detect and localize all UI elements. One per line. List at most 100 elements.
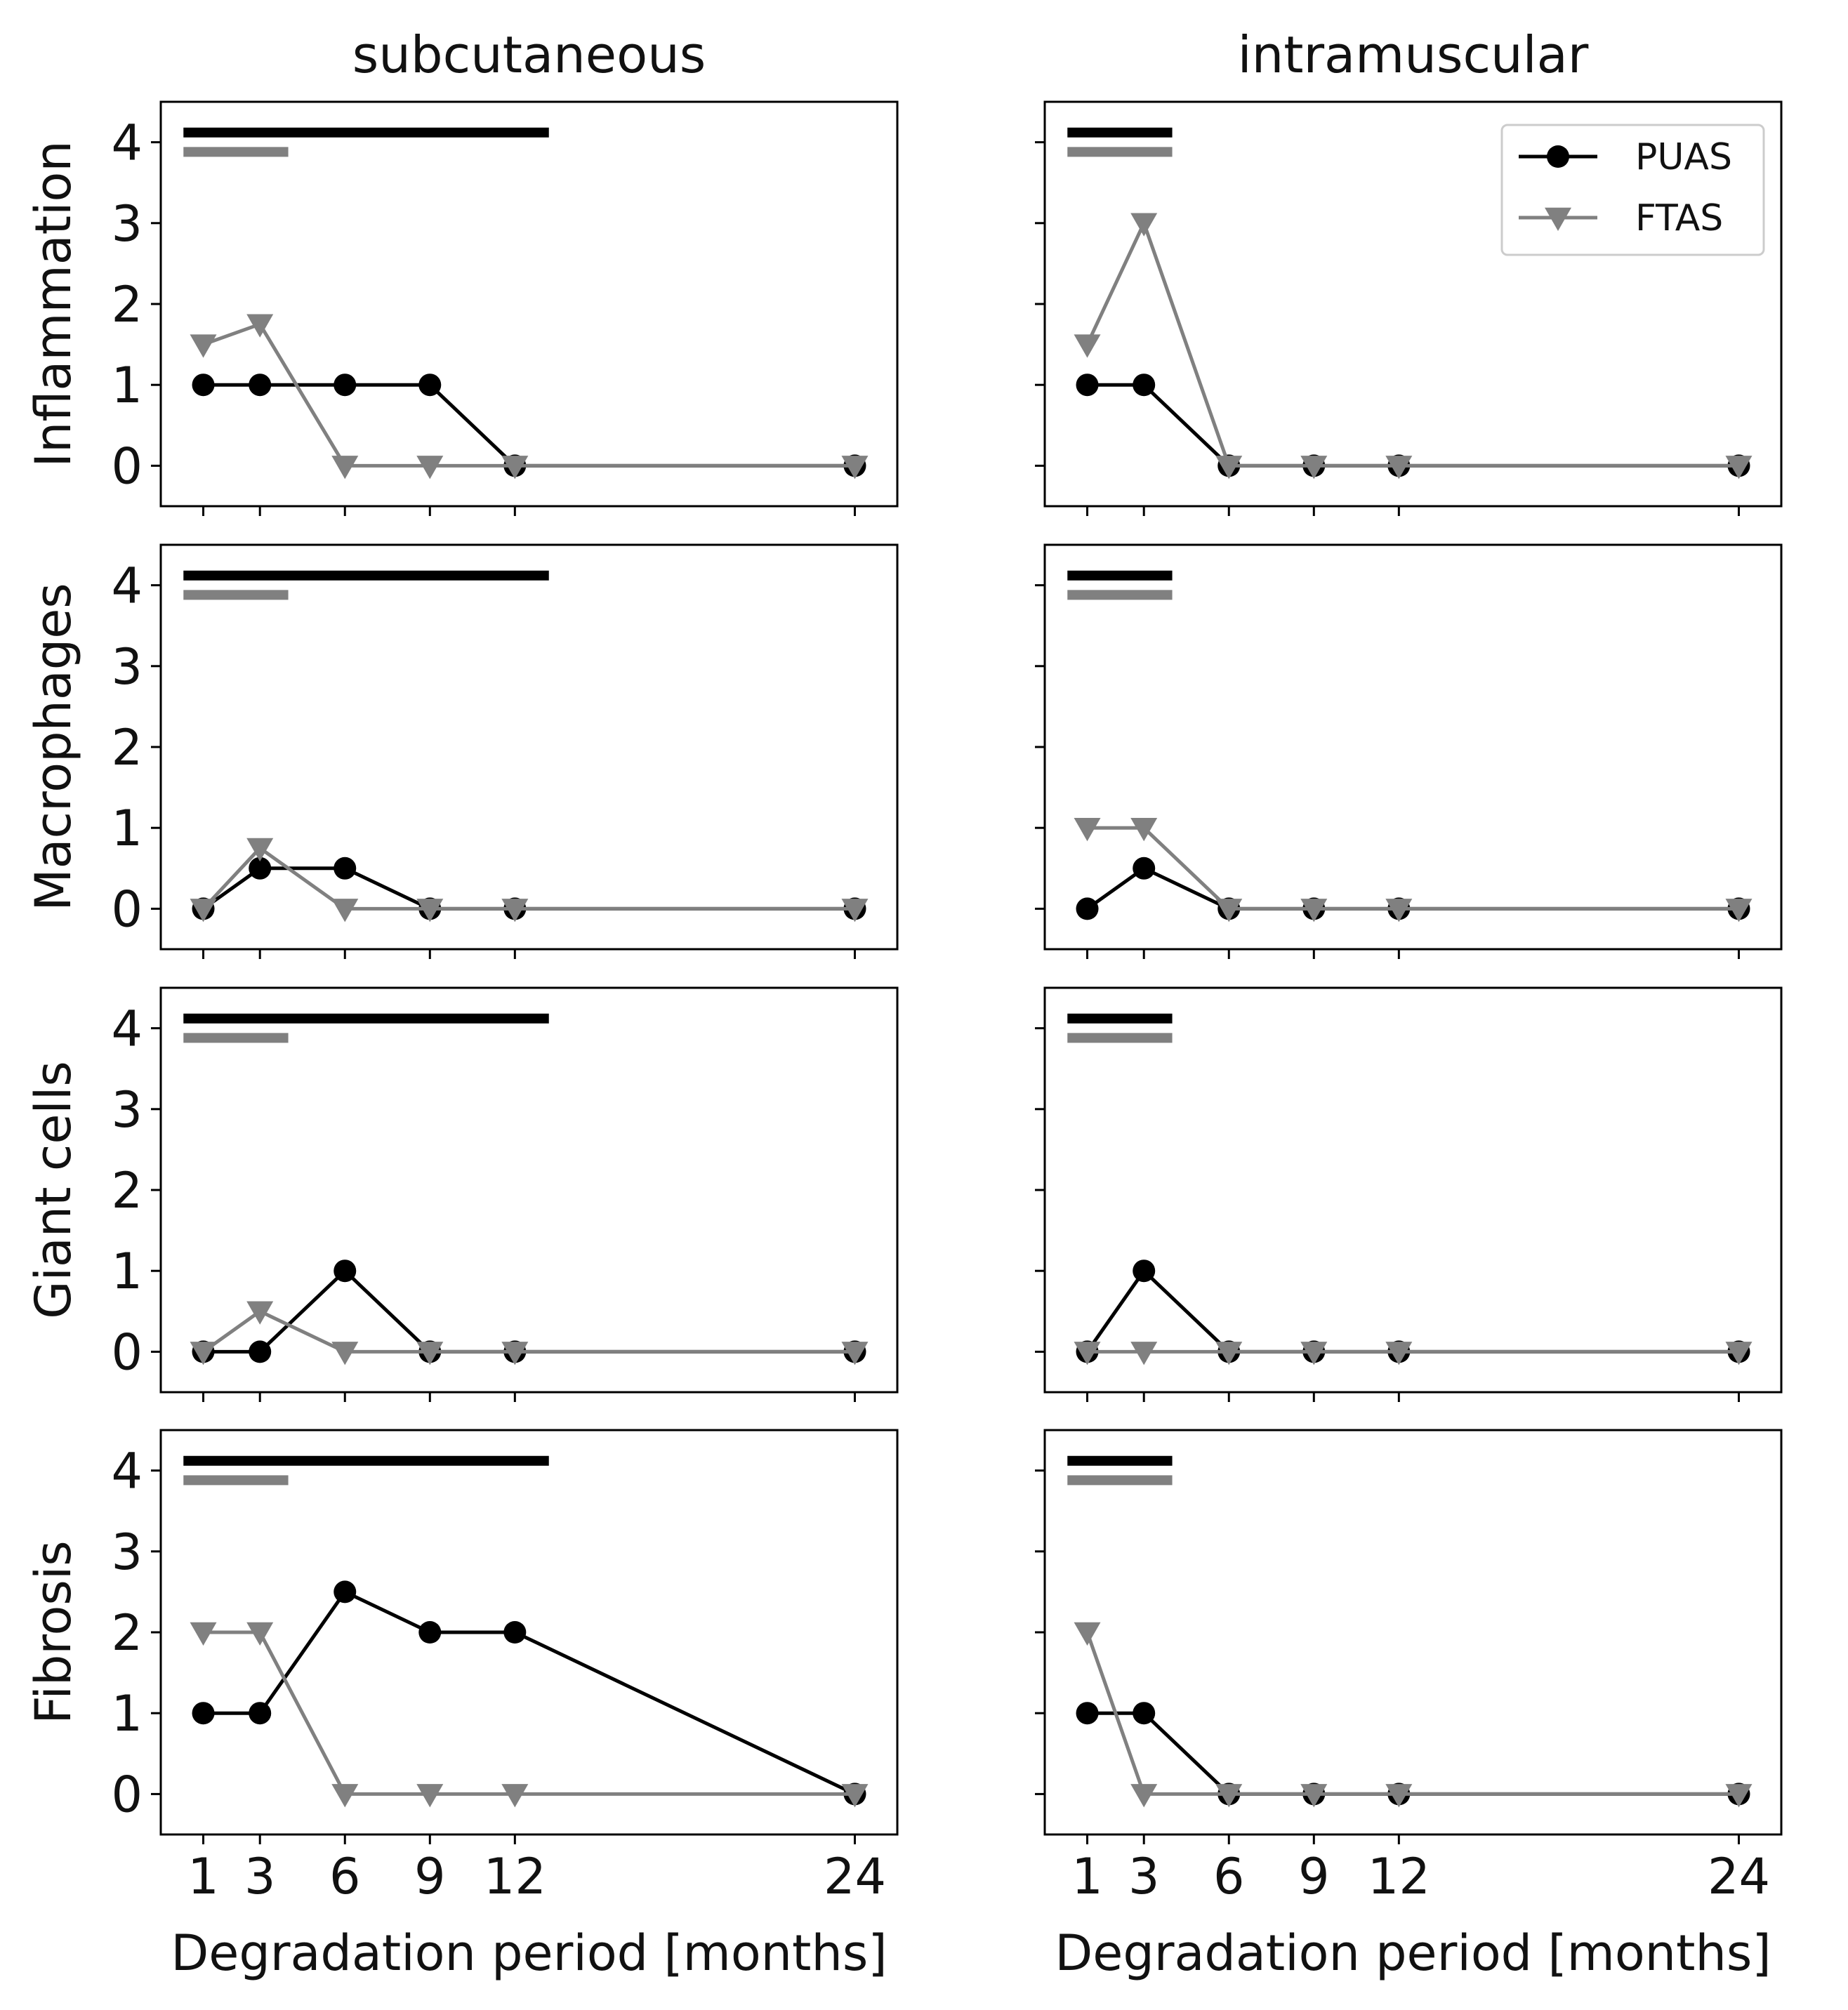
data-point-ftas <box>1385 899 1413 923</box>
x-tick-label: 1 <box>1071 1848 1103 1905</box>
legend-label-puas: PUAS <box>1635 136 1732 178</box>
data-point-puas <box>334 1259 357 1283</box>
panel-fibrosis-subcutaneous: 0 1 2 3 4 <box>111 1429 899 1844</box>
data-point-puas <box>334 373 357 397</box>
data-point-ftas <box>416 456 444 480</box>
data-point-ftas <box>1385 1784 1413 1808</box>
y-tick-label: 4 <box>111 1000 143 1058</box>
data-point-puas <box>192 373 215 397</box>
y-tick-label: 1 <box>111 800 143 857</box>
y-tick-label: 3 <box>111 195 143 253</box>
data-point-puas <box>1076 897 1099 920</box>
series-line-ftas <box>1085 221 1739 468</box>
data-point-ftas <box>331 1342 359 1366</box>
data-point-puas <box>1133 373 1156 397</box>
x-tick-label: 9 <box>414 1848 446 1905</box>
data-point-ftas <box>190 334 217 358</box>
y-tick-label: 1 <box>111 357 143 414</box>
data-point-ftas <box>416 899 444 923</box>
x-tick-label: 12 <box>1368 1848 1430 1905</box>
panel-giant-cells-intramuscular <box>1035 986 1783 1402</box>
data-point-ftas <box>1725 456 1753 480</box>
data-point-ftas <box>1074 817 1101 842</box>
y-tick-label: 2 <box>111 1604 143 1662</box>
data-point-ftas <box>1215 456 1243 480</box>
y-tick-label: 4 <box>111 1443 143 1500</box>
y-tick-label: 0 <box>111 1766 143 1823</box>
panel-macrophages-subcutaneous: 0 1 2 3 4 <box>111 543 899 959</box>
y-tick-label: 1 <box>111 1243 143 1300</box>
data-point-ftas <box>841 1342 869 1366</box>
data-point-ftas <box>1215 1784 1243 1808</box>
data-point-ftas <box>1725 1342 1753 1366</box>
x-axis-label: Degradation period [months] <box>171 1924 887 1982</box>
data-point-ftas <box>190 899 217 923</box>
data-point-ftas <box>1074 334 1101 358</box>
y-tick-label: 0 <box>111 1323 143 1381</box>
row-label-inflammation: Inflammation <box>25 140 82 467</box>
data-point-ftas <box>1300 1784 1328 1808</box>
data-point-ftas <box>841 899 869 923</box>
data-point-puas <box>249 857 272 880</box>
data-point-puas <box>334 857 357 880</box>
x-tick-label: 3 <box>244 1848 276 1905</box>
x-tick-label: 9 <box>1298 1848 1330 1905</box>
y-tick-label: 4 <box>111 557 143 615</box>
data-point-puas <box>1133 1702 1156 1725</box>
data-point-ftas <box>1725 1784 1753 1808</box>
data-point-ftas <box>501 1784 529 1808</box>
x-tick-label: 24 <box>824 1848 886 1905</box>
legend-label-ftas: FTAS <box>1635 197 1723 239</box>
x-tick-label: 6 <box>1213 1848 1245 1905</box>
data-point-ftas <box>1215 1342 1243 1366</box>
data-point-ftas <box>331 456 359 480</box>
data-point-ftas <box>416 1342 444 1366</box>
x-tick-label: 3 <box>1128 1848 1160 1905</box>
series-line-ftas <box>203 1630 855 1796</box>
data-point-ftas <box>1074 1622 1101 1646</box>
data-point-puas <box>249 1702 272 1725</box>
series-line-ftas <box>202 322 855 468</box>
data-point-ftas <box>501 899 529 923</box>
data-point-ftas <box>1385 1342 1413 1366</box>
y-tick-label: 4 <box>111 114 143 172</box>
data-point-puas <box>1076 1702 1099 1725</box>
legend-marker-puas <box>1547 145 1569 168</box>
data-point-ftas <box>1725 899 1753 923</box>
x-tick-label: 24 <box>1708 1848 1770 1905</box>
panel-inflammation-subcutaneous: 0 1 2 3 4 <box>111 100 899 516</box>
panel-inflammation-intramuscular <box>1035 100 1783 516</box>
labels: subcutaneous intramuscular Inflammation Mac… <box>25 25 1771 1982</box>
data-point-puas <box>418 1621 442 1644</box>
data-point-puas <box>503 1621 527 1644</box>
y-tick-label: 0 <box>111 880 143 938</box>
panel-fibrosis-intramuscular <box>1035 1429 1783 1844</box>
data-point-ftas <box>331 899 359 923</box>
row-label-giant-cells: Giant cells <box>25 1061 82 1319</box>
data-point-ftas <box>246 314 274 338</box>
data-point-puas <box>334 1580 357 1604</box>
data-point-puas <box>1133 857 1156 880</box>
panel-macrophages-intramuscular <box>1035 543 1783 959</box>
x-tick-label: 12 <box>484 1848 546 1905</box>
y-tick-label: 3 <box>111 638 143 696</box>
data-point-ftas <box>1300 899 1328 923</box>
data-point-ftas <box>1130 1784 1158 1808</box>
y-tick-label: 3 <box>111 1523 143 1581</box>
legend: PUAS FTAS <box>1500 124 1765 256</box>
data-point-puas <box>418 373 442 397</box>
data-point-ftas <box>331 1784 359 1808</box>
panel-giant-cells-subcutaneous: 0 1 2 3 4 <box>111 986 899 1402</box>
data-point-ftas <box>190 1622 217 1646</box>
data-point-ftas <box>1074 1342 1101 1366</box>
data-point-ftas <box>1385 456 1413 480</box>
x-tick-label: 1 <box>187 1848 219 1905</box>
y-tick-label: 2 <box>111 1162 143 1219</box>
data-point-puas <box>1076 373 1099 397</box>
data-point-ftas <box>1130 1342 1158 1366</box>
y-tick-label: 2 <box>111 719 143 776</box>
data-point-ftas <box>841 456 869 480</box>
y-tick-label: 3 <box>111 1081 143 1139</box>
